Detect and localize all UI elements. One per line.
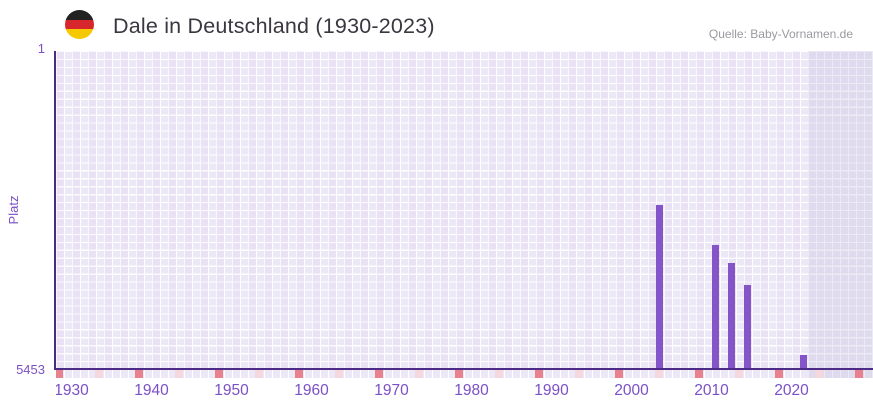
x-tick-label-1960: 1960 bbox=[294, 381, 329, 399]
decade-mark-2010 bbox=[695, 370, 704, 379]
chart-title: Dale in Deutschland (1930-2023) bbox=[113, 14, 435, 38]
bar-2014[interactable] bbox=[728, 262, 735, 369]
bar-2016[interactable] bbox=[744, 284, 751, 369]
mid-mark-1965 bbox=[335, 370, 344, 379]
x-tick-label-1990: 1990 bbox=[534, 381, 569, 399]
decade-mark-1980 bbox=[455, 370, 464, 379]
mid-mark-1935 bbox=[95, 370, 104, 379]
bar-2023[interactable] bbox=[800, 354, 807, 369]
decade-mark-2000 bbox=[615, 370, 624, 379]
decade-mark-2020 bbox=[775, 370, 784, 379]
future-strip-band bbox=[807, 370, 873, 379]
mid-mark-1975 bbox=[415, 370, 424, 379]
mid-mark-2015 bbox=[735, 370, 744, 379]
x-tick-label-1980: 1980 bbox=[454, 381, 489, 399]
source-attribution: Quelle: Baby-Vornamen.de bbox=[708, 27, 853, 41]
decade-mark-1940 bbox=[135, 370, 144, 379]
y-axis-line bbox=[54, 50, 56, 370]
y-tick-top: 1 bbox=[37, 40, 45, 56]
mid-mark-1945 bbox=[175, 370, 184, 379]
x-tick-label-1970: 1970 bbox=[374, 381, 409, 399]
decade-mark-1930 bbox=[55, 370, 64, 379]
x-tick-label-2010: 2010 bbox=[694, 381, 729, 399]
y-axis-label: Platz bbox=[6, 195, 21, 224]
decade-mark-1990 bbox=[535, 370, 544, 379]
x-tick-label-1930: 1930 bbox=[55, 381, 89, 399]
flag-red-band bbox=[65, 19, 94, 30]
flag-black-band bbox=[65, 10, 94, 20]
mid-mark-1955 bbox=[255, 370, 264, 379]
x-axis-strip bbox=[55, 370, 873, 379]
future-years-band bbox=[807, 50, 873, 369]
plot-area bbox=[55, 50, 873, 369]
bar-2005[interactable] bbox=[656, 205, 663, 369]
x-tick-label-1940: 1940 bbox=[134, 381, 169, 399]
x-tick-label-1950: 1950 bbox=[214, 381, 249, 399]
bar-2012[interactable] bbox=[712, 245, 719, 369]
x-tick-labels: 1930 1940 1950 1960 1970 1980 1990 2000 2010 2020 bbox=[56, 382, 873, 402]
x-tick-label-2020: 2020 bbox=[774, 381, 809, 399]
decade-mark-2030 bbox=[855, 370, 864, 379]
mid-mark-2005 bbox=[655, 370, 664, 379]
x-axis-line bbox=[54, 368, 873, 370]
mid-mark-2025 bbox=[815, 370, 824, 379]
german-flag-icon bbox=[65, 10, 94, 39]
y-tick-bottom: 5453 bbox=[16, 362, 45, 377]
decade-mark-1960 bbox=[295, 370, 304, 379]
x-tick-label-2000: 2000 bbox=[614, 381, 649, 399]
mid-mark-1985 bbox=[495, 370, 504, 379]
decade-mark-1950 bbox=[215, 370, 224, 379]
mid-mark-1995 bbox=[575, 370, 584, 379]
decade-mark-1970 bbox=[375, 370, 384, 379]
flag-gold-band bbox=[65, 29, 94, 39]
